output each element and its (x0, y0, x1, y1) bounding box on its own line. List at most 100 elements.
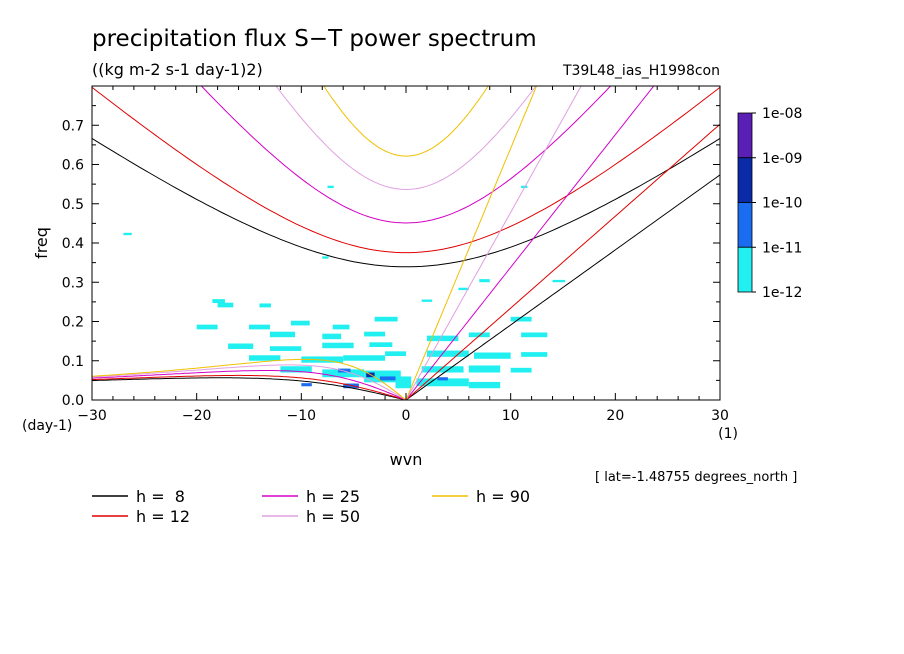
colorbar-label: 1e-08 (762, 106, 802, 122)
kelvin-curve-h90 (405, 86, 538, 400)
spectrum-patch (123, 232, 132, 236)
spectrum-patch (379, 376, 396, 381)
y-tick-label: 0.2 (62, 315, 84, 331)
rossby-curve-h50 (92, 364, 407, 400)
spectrum-patch (369, 342, 393, 348)
x-tick-label: 20 (606, 408, 624, 424)
spectrum-patch (421, 299, 433, 302)
spectrum-patch (421, 366, 464, 373)
spectrum-patch (269, 331, 296, 338)
y-axis-ticks: 0.0 0.1 0.2 0.3 0.4 0.5 0.6 0.7 (62, 85, 720, 409)
spectrum-patch (212, 299, 225, 304)
spectrum-patch (374, 316, 398, 322)
x-tick-label: 10 (502, 408, 520, 424)
run-label: T39L48_ias_H1998con (562, 63, 720, 79)
spectrum-patch (343, 355, 386, 361)
spectrum-patch (228, 343, 254, 349)
y-tick-label: 0.6 (62, 158, 84, 174)
spectrum-patch (217, 302, 234, 308)
y-tick-label: 0.3 (62, 275, 84, 291)
x-tick-label: 0 (402, 408, 411, 424)
kelvin-curve-h12 (405, 123, 720, 400)
spectrum-patch (521, 185, 528, 189)
spectrum-patch (458, 287, 469, 291)
spectrum-patch (552, 279, 566, 283)
spectrum-patch (479, 279, 490, 283)
y-tick-label: 0.4 (62, 236, 84, 252)
legend-label-h50: h = 50 (306, 507, 360, 526)
spectrum-patch (426, 335, 459, 342)
spectrum-patch (301, 383, 312, 387)
spectrum-patch (322, 342, 354, 349)
colorbar: 1e-08 1e-09 1e-10 1e-11 1e-12 (737, 106, 802, 301)
x-axis-ticks: −30 −20 −10 0 10 20 30 (77, 86, 729, 424)
spectrum-patch (196, 324, 218, 330)
x-tick-label: −30 (77, 408, 107, 424)
spectrum-patch (395, 376, 412, 389)
spectrum-patch (385, 351, 406, 357)
chart-title: precipitation flux S−T power spectrum (92, 26, 537, 52)
colorbar-label: 1e-10 (762, 196, 802, 212)
spectrum-patch (322, 256, 329, 259)
chart-subtitle: ((kg m-2 s-1 day-1)2) (92, 60, 263, 79)
spectrum-patch (327, 185, 334, 189)
spectrum-patch (468, 381, 501, 389)
legend-label-h12: h = 12 (136, 507, 190, 526)
legend-label-h8: h = 8 (136, 487, 185, 506)
spectrum-patch (332, 324, 350, 330)
rossby-curve-h25 (92, 370, 407, 400)
spectrum-patch (301, 356, 344, 363)
spectrum-patches (123, 185, 566, 389)
latitude-note: [ lat=-1.48755 degrees_north ] (595, 470, 797, 485)
spectrum-patch (521, 352, 548, 357)
spectrum-patch (364, 331, 386, 337)
colorbar-swatch (737, 246, 753, 293)
spectrum-patch (426, 350, 469, 357)
spectrum-patch (259, 303, 271, 308)
x-tick-label: −10 (287, 408, 317, 424)
spectrum-patch (249, 355, 281, 361)
colorbar-label: 1e-11 (762, 240, 802, 256)
inertia-gravity-curve-h90 (323, 86, 489, 157)
inertia-gravity-curve-h12 (92, 86, 720, 254)
spectrum-patch (290, 320, 310, 326)
spectrum-patch (437, 377, 448, 381)
spectrum-patch (269, 346, 302, 351)
spectrum-patch (468, 332, 490, 338)
spectrum-patch (468, 365, 501, 373)
inertia-gravity-curve-h50 (275, 86, 537, 191)
y-axis-unit: (day-1) (22, 418, 72, 434)
y-tick-label: 0.0 (62, 393, 84, 409)
dispersion-curves (92, 86, 720, 400)
y-tick-label: 0.1 (62, 354, 84, 370)
inertia-gravity-curve-h25 (200, 86, 612, 224)
legend: h = 8h = 12 h = 25h = 50 h = 90 (92, 487, 530, 526)
y-axis-label: freq (32, 227, 51, 259)
plot-area: −30 −20 −10 0 10 20 30 0.00.10.20.30.40.50.60.… (62, 85, 729, 424)
kelvin-curve-h50 (405, 86, 582, 400)
y-tick-label: 0.7 (62, 118, 84, 134)
x-axis-label: wvn (390, 450, 423, 469)
x-tick-label: −20 (182, 408, 212, 424)
rossby-curve-h12 (92, 374, 407, 400)
spectrum-patch (280, 366, 312, 373)
legend-label-h90: h = 90 (476, 487, 530, 506)
spectrum-patch (337, 368, 351, 373)
colorbar-swatch (737, 112, 753, 159)
spectrum-patch (416, 378, 469, 387)
y-tick-label: 0.5 (62, 197, 84, 213)
spectrum-patch (322, 333, 342, 340)
colorbar-label: 1e-12 (762, 285, 802, 301)
legend-label-h25: h = 25 (306, 487, 360, 506)
spectrum-patch (474, 352, 511, 359)
spectrum-patch (521, 332, 548, 338)
colorbar-label: 1e-09 (762, 151, 802, 167)
rossby-curve-h8 (92, 377, 407, 400)
spectrum-patch (249, 324, 270, 330)
rossby-curve-h90 (92, 358, 407, 400)
colorbar-swatch (737, 202, 753, 248)
colorbar-swatch (737, 157, 753, 203)
spectrum-patch (510, 316, 532, 322)
kelvin-curve-h25 (405, 86, 655, 400)
